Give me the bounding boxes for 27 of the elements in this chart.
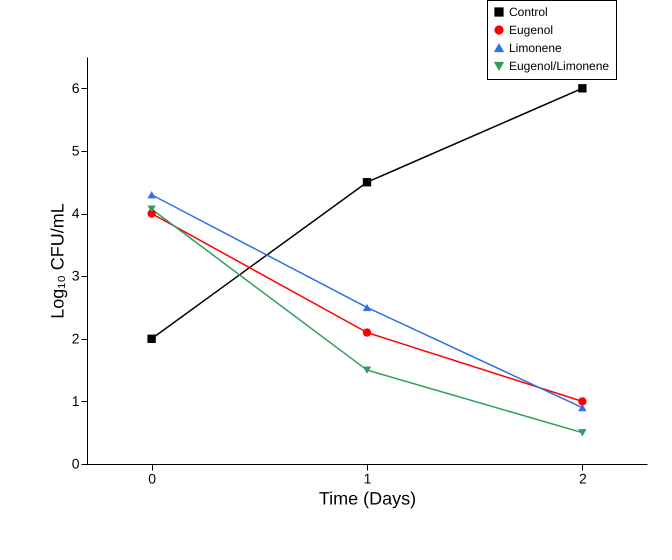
y-tick-label: 3 bbox=[72, 268, 80, 284]
legend-label: Eugenol/Limonene bbox=[509, 59, 610, 73]
point bbox=[147, 191, 156, 198]
x-axis-title: Time (Days) bbox=[318, 488, 416, 508]
y-tick-label: 2 bbox=[72, 330, 80, 346]
point bbox=[578, 429, 587, 436]
point bbox=[578, 397, 587, 406]
y-tick-label: 5 bbox=[72, 142, 80, 158]
legend-label: Control bbox=[509, 5, 548, 19]
point bbox=[362, 366, 372, 374]
point bbox=[362, 178, 372, 186]
x-tick-label: 0 bbox=[148, 470, 156, 486]
y-tick-label: 6 bbox=[72, 80, 80, 96]
y-tick-label: 0 bbox=[72, 456, 80, 472]
point bbox=[147, 334, 156, 343]
y-axis-title: Log₁₀ CFU/mL bbox=[48, 203, 68, 319]
point bbox=[362, 328, 372, 337]
y-tick-label: 4 bbox=[72, 205, 80, 222]
y-tick-label: 1 bbox=[72, 392, 80, 409]
x-tick-label: 1 bbox=[364, 470, 372, 486]
legend-label: Eugenol bbox=[509, 23, 554, 37]
point bbox=[578, 404, 587, 412]
x-tick-label: 2 bbox=[578, 470, 587, 486]
legend-label: Limonene bbox=[509, 41, 562, 55]
point bbox=[578, 84, 587, 92]
point bbox=[362, 304, 372, 312]
point bbox=[147, 206, 156, 213]
